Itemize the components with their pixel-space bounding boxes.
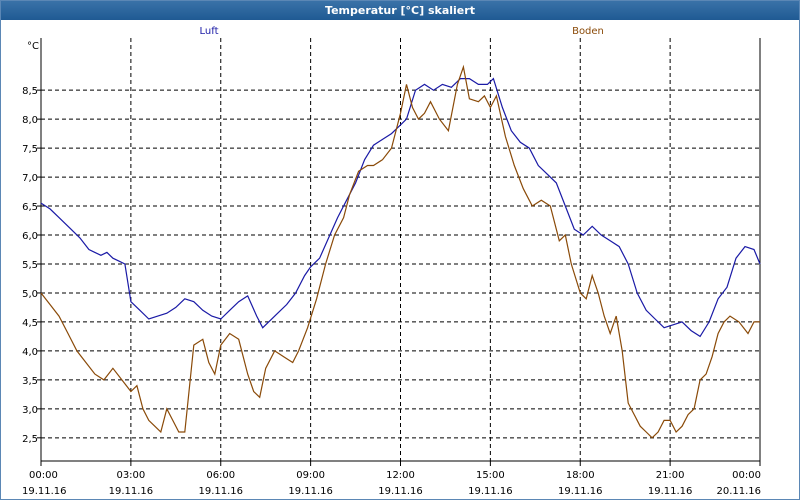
y-tick-label: 6,5: [22, 202, 38, 213]
x-tick-date-label: 19.11.16: [288, 486, 333, 497]
x-tick-time-label: 03:00: [116, 470, 145, 481]
y-tick-label: 5,0: [22, 289, 38, 300]
x-tick-date-label: 19.11.16: [648, 486, 693, 497]
x-tick-date-label: 20.11.16: [716, 486, 761, 497]
x-tick-time-label: 18:00: [566, 470, 595, 481]
x-tick-time-label: 09:00: [296, 470, 325, 481]
x-tick-date-label: 19.11.16: [22, 486, 67, 497]
series-line-boden: [40, 64, 760, 439]
y-tick-label: 8,5: [22, 86, 38, 97]
window-title: Temperatur [°C] skaliert: [1, 1, 799, 20]
y-tick-label: 7,0: [22, 173, 38, 184]
x-tick-date-label: 19.11.16: [468, 486, 513, 497]
y-tick-label: 4,5: [22, 318, 38, 329]
x-tick-time-label: 12:00: [386, 470, 415, 481]
series-line-luft: [40, 77, 761, 338]
y-tick-label: 7,5: [22, 144, 38, 155]
x-tick-time-label: 00:00: [29, 470, 58, 481]
legend-label-boden: Boden: [572, 26, 604, 37]
x-tick-date-label: 19.11.16: [109, 486, 154, 497]
x-tick-time-label: 00:00: [732, 470, 761, 481]
x-tick-time-label: 06:00: [206, 470, 235, 481]
y-axis-unit-label: °C: [27, 41, 39, 52]
y-tick-label: 3,0: [22, 405, 38, 416]
y-tick-label: 5,5: [22, 260, 38, 271]
y-tick-label: 6,0: [22, 231, 38, 242]
y-tick-label: 4,0: [22, 347, 38, 358]
x-tick-time-label: 21:00: [656, 470, 685, 481]
y-tick-label: 2,5: [22, 434, 38, 445]
legend-label-luft: Luft: [200, 26, 219, 37]
x-tick-date-label: 19.11.16: [198, 486, 243, 497]
x-tick-date-label: 19.11.16: [558, 486, 603, 497]
x-tick-date-label: 19.11.16: [378, 486, 423, 497]
y-tick-label: 3,5: [22, 376, 38, 387]
y-tick-label: 8,0: [22, 115, 38, 126]
x-tick-time-label: 15:00: [476, 470, 505, 481]
